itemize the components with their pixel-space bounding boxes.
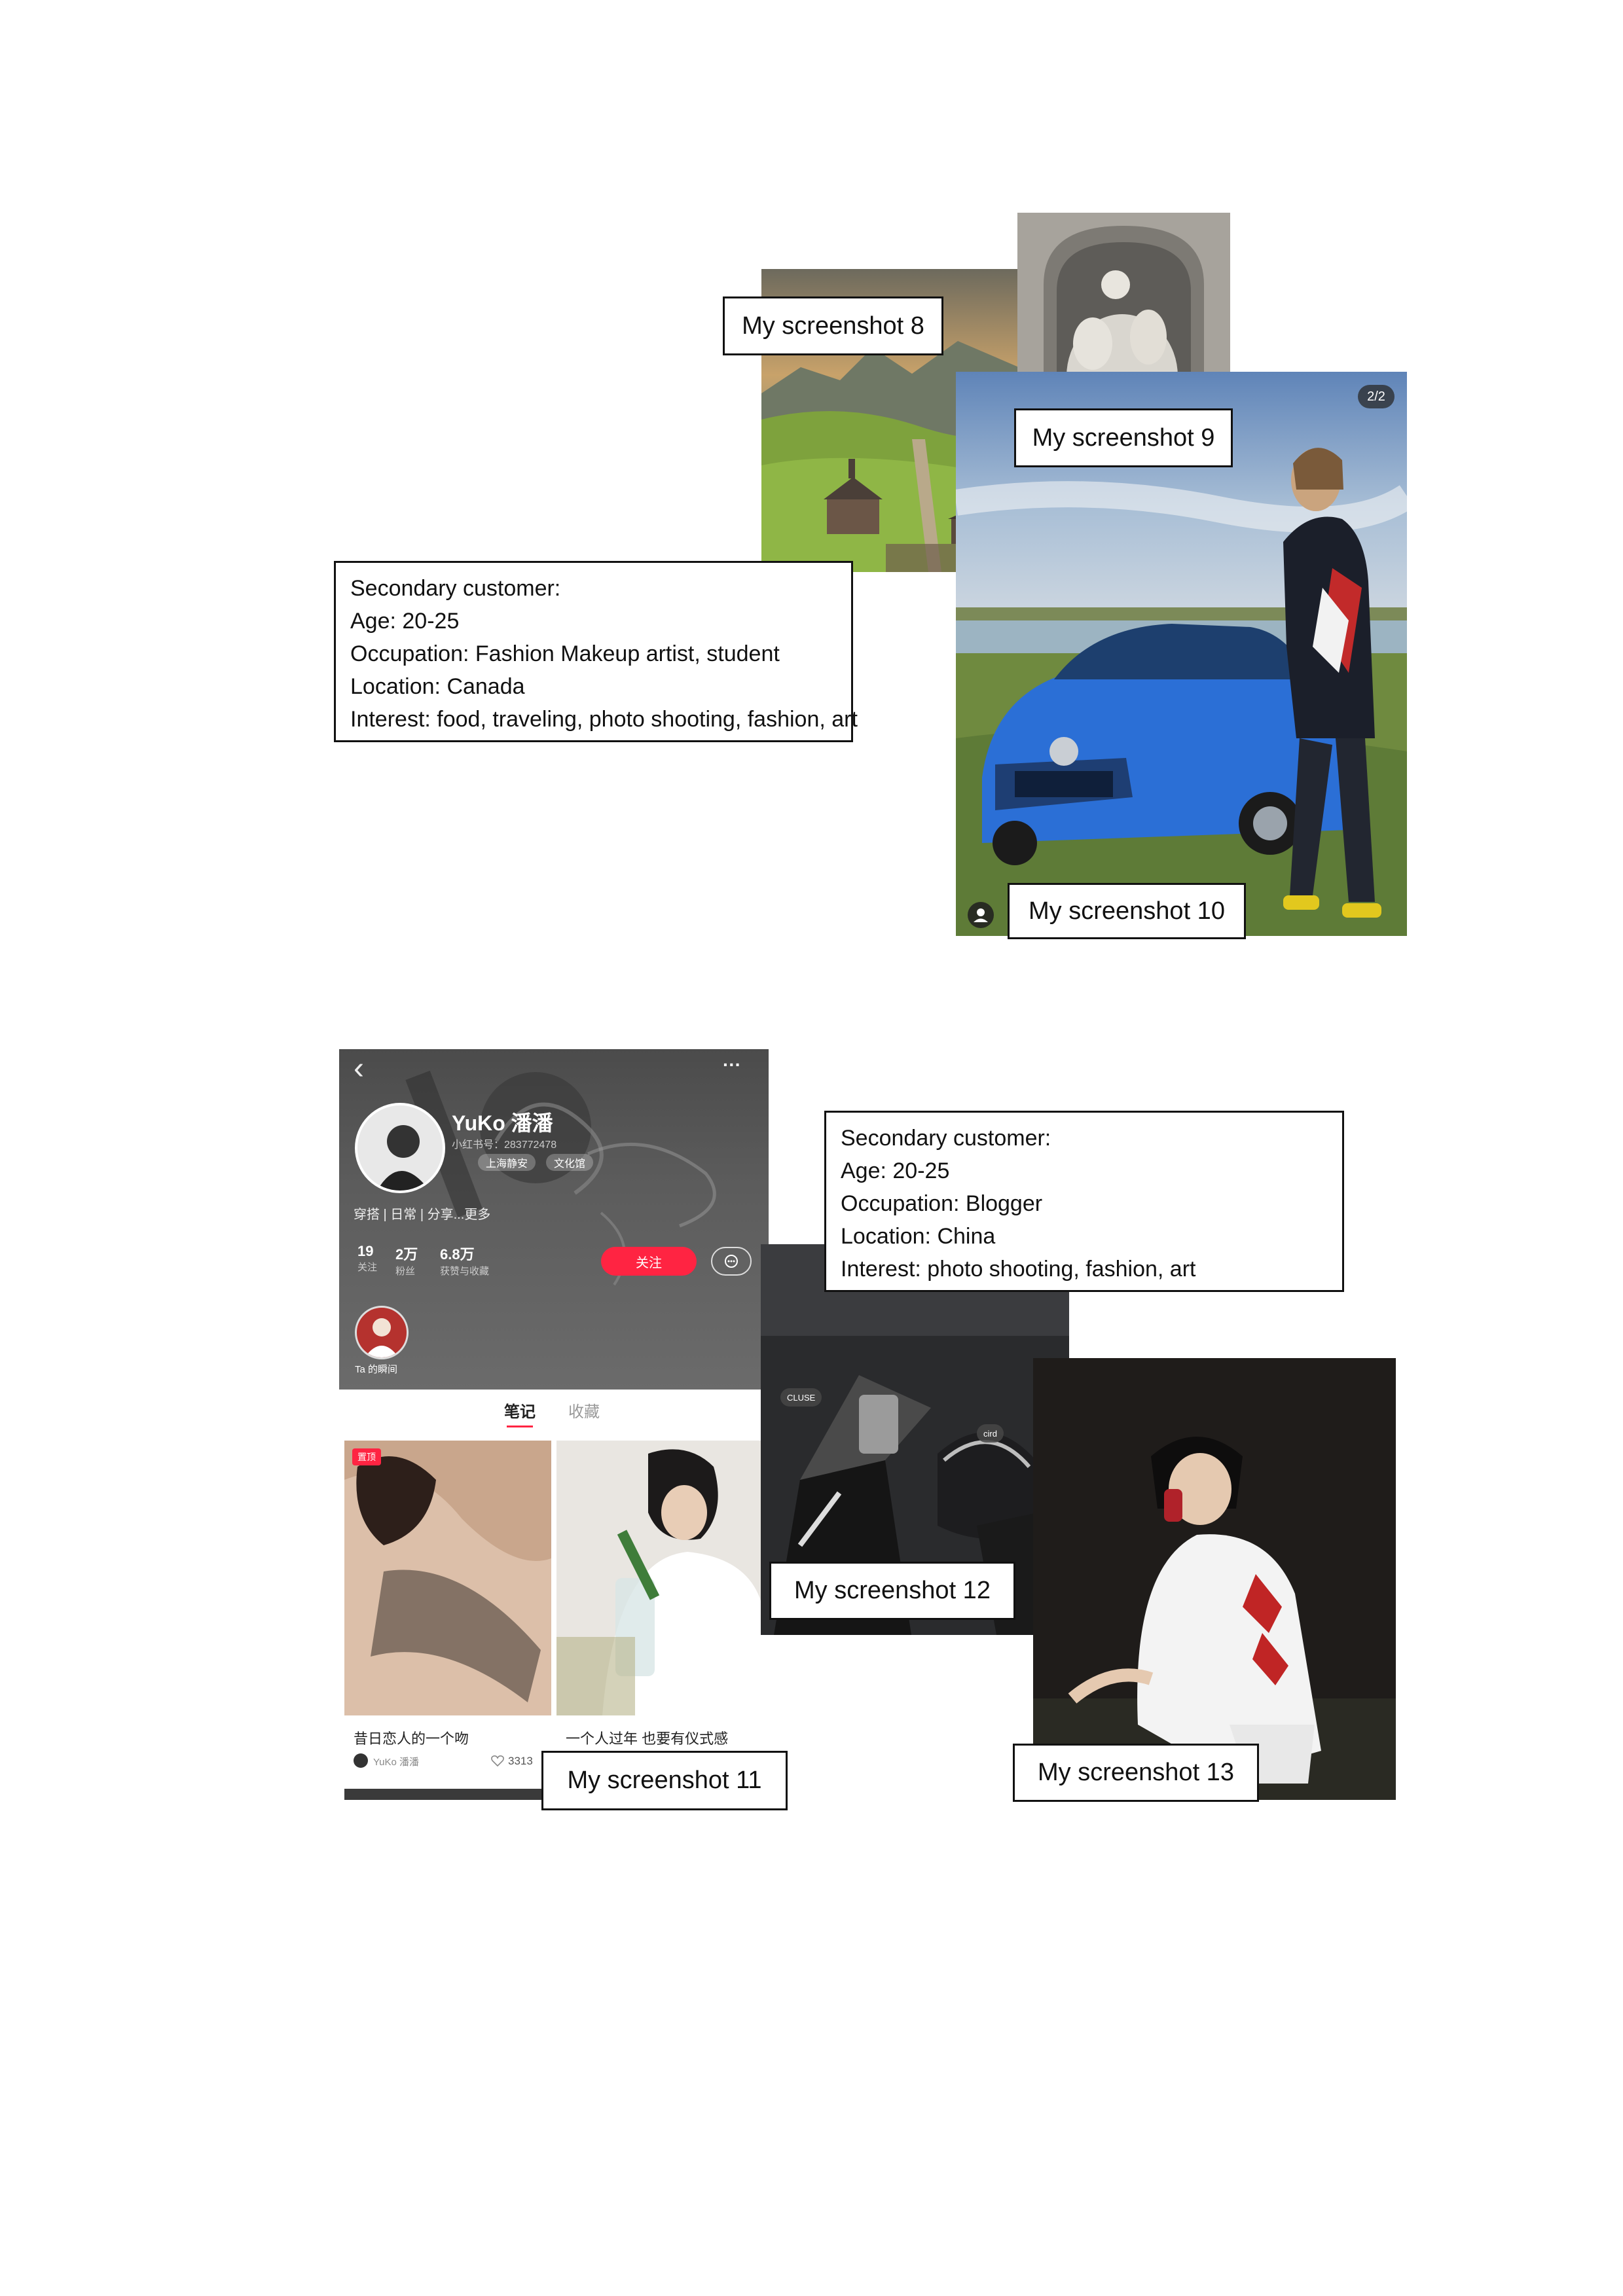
label-text: My screenshot 11: [567, 1767, 762, 1794]
note-card-3-preview: [344, 1789, 551, 1800]
label-screenshot-13: My screenshot 13: [1013, 1744, 1259, 1802]
note-card-1-author[interactable]: YuKo 潘潘: [373, 1757, 420, 1768]
stat-label: 粉丝: [395, 1266, 416, 1277]
label-screenshot-9: My screenshot 9: [1014, 408, 1233, 467]
back-button[interactable]: ‹: [354, 1051, 364, 1086]
moment-avatar[interactable]: [355, 1306, 409, 1359]
screenshot-11-profile: ‹ ··· YuKo 潘潘 小红书号：283772478 上海静安 文化馆 穿搭…: [339, 1049, 769, 1800]
note-card-1-likes: 3313: [508, 1755, 533, 1767]
stat-value: 2万: [395, 1246, 418, 1263]
customer-info-box-2: Secondary customer: Age: 20-25 Occupatio…: [824, 1111, 1344, 1292]
customer-interest: Interest: food, traveling, photo shootin…: [350, 707, 858, 732]
customer-age: Age: 20-25: [350, 609, 460, 634]
tag-location-text: 上海静安: [486, 1158, 528, 1170]
label-screenshot-10: My screenshot 10: [1008, 883, 1246, 939]
profile-username: YuKo 潘潘: [452, 1111, 553, 1135]
tab-notes[interactable]: 笔记: [504, 1399, 536, 1427]
customer-location: Location: Canada: [350, 674, 525, 699]
label-text: My screenshot 10: [1029, 897, 1225, 925]
product-tag-2[interactable]: cird: [977, 1424, 1004, 1443]
moment-label: Ta 的瞬间: [355, 1364, 398, 1375]
customer-location: Location: China: [841, 1224, 996, 1249]
product-tag-1[interactable]: CLUSE: [780, 1388, 822, 1407]
customer-occupation: Occupation: Fashion Makeup artist, stude…: [350, 641, 780, 666]
follow-button-label: 关注: [636, 1255, 662, 1270]
screenshot-13-photo: [1033, 1358, 1396, 1800]
customer-info-box-1: Secondary customer: Age: 20-25 Occupatio…: [334, 561, 858, 742]
note-card-1-author-avatar: [354, 1753, 368, 1768]
stat-followers[interactable]: 2万 粉丝: [395, 1243, 418, 1278]
tag-culture: 文化馆: [546, 1154, 594, 1171]
tag-location: 上海静安: [478, 1154, 536, 1171]
tag-culture-text: 文化馆: [554, 1158, 586, 1170]
tab-collections-label: 收藏: [568, 1403, 600, 1421]
stat-value: 19: [357, 1243, 374, 1259]
label-text: My screenshot 12: [794, 1577, 991, 1604]
chat-icon: [725, 1255, 738, 1268]
avatar[interactable]: [355, 1103, 445, 1193]
stat-following[interactable]: 19 关注: [357, 1243, 377, 1274]
heart-icon[interactable]: [491, 1755, 504, 1770]
tab-notes-label: 笔记: [504, 1403, 536, 1421]
profile-id: 小红书号：283772478: [452, 1139, 557, 1151]
customer-interest: Interest: photo shooting, fashion, art: [841, 1257, 1196, 1282]
pinned-badge: 置顶: [352, 1448, 381, 1465]
profile-bio[interactable]: 穿搭 | 日常 | 分享...更多: [354, 1208, 491, 1222]
screenshot-10-photo: 2/2: [956, 372, 1407, 936]
note-card-2-title[interactable]: 一个人过年 也要有仪式感: [566, 1731, 729, 1747]
stat-label: 关注: [357, 1262, 378, 1273]
tab-active-underline: [507, 1426, 533, 1427]
more-button[interactable]: ···: [723, 1054, 741, 1075]
follow-button[interactable]: 关注: [601, 1247, 697, 1276]
label-screenshot-11: My screenshot 11: [541, 1751, 788, 1810]
tab-collections[interactable]: 收藏: [568, 1399, 600, 1422]
image-counter-badge: 2/2: [1358, 385, 1395, 408]
customer-age: Age: 20-25: [841, 1158, 950, 1183]
profile-header-bg: ‹ ··· YuKo 潘潘 小红书号：283772478 上海静安 文化馆 穿搭…: [339, 1049, 769, 1390]
note-card-2[interactable]: [556, 1441, 763, 1715]
pinned-badge-text: 置顶: [357, 1452, 376, 1462]
note-card-1[interactable]: 置顶: [344, 1441, 551, 1715]
product-tag-1-text: CLUSE: [787, 1392, 816, 1403]
customer-occupation: Occupation: Blogger: [841, 1191, 1043, 1216]
message-button[interactable]: [711, 1247, 752, 1276]
label-text: My screenshot 9: [1032, 423, 1215, 452]
label-screenshot-8: My screenshot 8: [723, 296, 943, 355]
stat-label: 获赞与收藏: [440, 1266, 490, 1277]
product-tag-2-text: cird: [983, 1428, 997, 1439]
label-text: My screenshot 8: [742, 312, 924, 340]
note-card-1-title[interactable]: 昔日恋人的一个吻: [354, 1731, 469, 1747]
image-counter-text: 2/2: [1367, 389, 1385, 404]
stat-likes[interactable]: 6.8万 获赞与收藏: [440, 1243, 489, 1278]
stat-value: 6.8万: [440, 1246, 475, 1263]
label-text: My screenshot 13: [1038, 1759, 1234, 1786]
customer-title: Secondary customer:: [350, 576, 561, 601]
label-screenshot-12: My screenshot 12: [769, 1562, 1015, 1620]
content-sheet: 笔记 收藏 置顶 昔日恋人的一个吻 YuKo 潘潘 3313: [339, 1390, 769, 1800]
user-icon[interactable]: [968, 902, 994, 928]
customer-title: Secondary customer:: [841, 1126, 1051, 1151]
